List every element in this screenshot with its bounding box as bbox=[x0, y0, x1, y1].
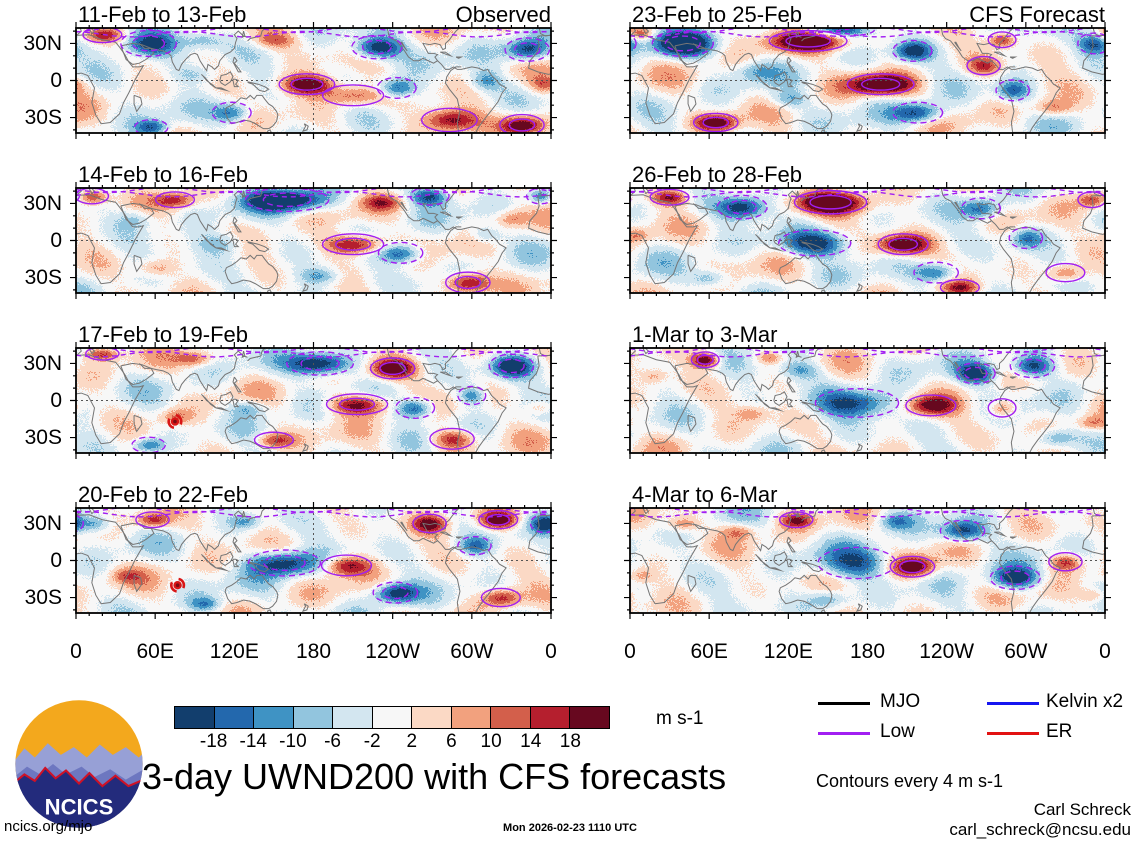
lon-tick-label: 180 bbox=[295, 640, 332, 663]
colorbar-cell bbox=[292, 707, 333, 728]
lon-tick-label: 0 bbox=[545, 640, 557, 663]
legend-swatch-er bbox=[987, 732, 1039, 735]
ncics-logo: NCICS bbox=[15, 700, 143, 828]
lon-tick-label: 0 bbox=[624, 640, 636, 663]
legend-label-low: Low bbox=[880, 721, 915, 742]
map-canvas bbox=[69, 501, 558, 620]
legend-swatch-kelvin-x2 bbox=[987, 702, 1039, 705]
colorbar-cell bbox=[450, 707, 491, 728]
lat-tick-label: 30S bbox=[24, 265, 62, 289]
colorbar-cell bbox=[411, 707, 451, 728]
contour-note: Contours every 4 m s-1 bbox=[816, 771, 1004, 791]
lat-tick-label: 30N bbox=[23, 31, 62, 55]
author-name: Carl Schreck bbox=[1033, 800, 1131, 819]
colorbar-cell bbox=[490, 707, 530, 728]
colorbar-cell bbox=[332, 707, 372, 728]
lon-tick-label: 120W bbox=[365, 640, 421, 663]
lat-tick-label: 0 bbox=[50, 228, 62, 252]
logo-art: NCICS bbox=[15, 700, 143, 828]
map-canvas bbox=[69, 341, 558, 460]
lon-tick-label: 180 bbox=[849, 640, 886, 663]
lon-tick-label: 0 bbox=[1099, 640, 1111, 663]
colorbar-cell bbox=[371, 707, 412, 728]
lon-tick-label: 120E bbox=[209, 640, 259, 663]
colorbar-tick-label: -10 bbox=[279, 731, 307, 752]
legend-swatch-mjo bbox=[818, 702, 870, 705]
logo-text: NCICS bbox=[45, 795, 114, 820]
colorbar-tick-label: 14 bbox=[520, 731, 542, 752]
lon-tick-label: 60E bbox=[136, 640, 174, 663]
colorbar-tick-label: 2 bbox=[406, 731, 418, 752]
colorbar-tick-label: -2 bbox=[363, 731, 381, 752]
lon-tick-label: 60E bbox=[690, 640, 728, 663]
map-canvas bbox=[69, 181, 558, 300]
colorbar-unit-label: m s-1 bbox=[656, 708, 704, 729]
lon-tick-label: 0 bbox=[70, 640, 82, 663]
map-canvas bbox=[623, 501, 1112, 620]
lat-tick-label: 30N bbox=[23, 191, 62, 215]
map-canvas bbox=[623, 21, 1112, 140]
lon-tick-label: 60W bbox=[1004, 640, 1048, 663]
legend-swatch-low bbox=[818, 732, 870, 735]
lat-tick-label: 30S bbox=[24, 425, 62, 449]
colorbar-tick-label: -18 bbox=[199, 731, 228, 752]
lon-tick-label: 120W bbox=[919, 640, 975, 663]
lat-tick-label: 30N bbox=[23, 351, 62, 375]
site-text: ncics.org/mjo bbox=[4, 818, 93, 835]
lat-tick-label: 0 bbox=[50, 548, 62, 572]
colorbar-cell bbox=[569, 707, 610, 728]
lat-tick-label: 0 bbox=[50, 388, 62, 412]
colorbar-cell bbox=[529, 707, 570, 728]
colorbar bbox=[174, 706, 610, 729]
map-canvas bbox=[69, 21, 558, 140]
colorbar-tick-label: -14 bbox=[239, 731, 267, 752]
legend-label-er: ER bbox=[1046, 721, 1073, 742]
author-email: carl_schreck@ncsu.edu bbox=[949, 820, 1131, 839]
lat-tick-label: 30N bbox=[23, 511, 62, 535]
colorbar-cell bbox=[175, 707, 214, 728]
colorbar-labels: -18 -14 -10 -6 -2 2 6 10 14 18 bbox=[174, 731, 610, 753]
colorbar-tick-label: 6 bbox=[446, 731, 457, 752]
colorbar-tick-label: 10 bbox=[480, 731, 502, 752]
colorbar-cell bbox=[253, 707, 293, 728]
lon-tick-label: 120E bbox=[763, 640, 813, 663]
legend-label-kelvin-x2: Kelvin x2 bbox=[1046, 691, 1124, 712]
lon-tick-label: 60W bbox=[450, 640, 494, 663]
colorbar-cell bbox=[213, 707, 254, 728]
figure-title: 3-day UWND200 with CFS forecasts bbox=[142, 756, 727, 797]
lat-tick-label: 30S bbox=[24, 585, 62, 609]
legend-label-mjo: MJO bbox=[880, 691, 921, 712]
timestamp: Mon 2026-02-23 1110 UTC bbox=[503, 822, 637, 834]
colorbar-tick-label: 18 bbox=[559, 731, 581, 752]
map-canvas bbox=[623, 341, 1112, 460]
colorbar-tick-label: -6 bbox=[324, 731, 341, 752]
map-canvas bbox=[623, 181, 1112, 300]
lat-tick-label: 30S bbox=[24, 105, 62, 129]
lat-tick-label: 0 bbox=[50, 68, 62, 92]
